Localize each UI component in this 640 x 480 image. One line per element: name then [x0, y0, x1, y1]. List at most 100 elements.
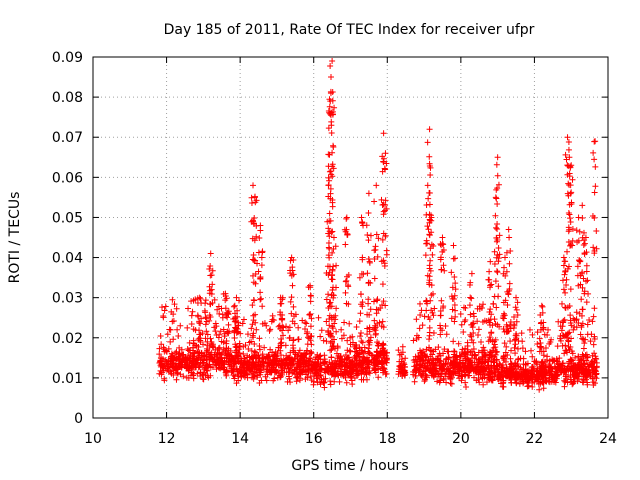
- data-point: [511, 321, 518, 328]
- data-point: [368, 359, 375, 366]
- data-point: [487, 349, 494, 356]
- data-point: [448, 315, 455, 322]
- data-point: [525, 382, 532, 389]
- data-point: [256, 346, 263, 353]
- data-point: [468, 364, 475, 371]
- data-point: [507, 355, 514, 362]
- data-point: [431, 305, 438, 312]
- data-point: [289, 282, 296, 289]
- data-point: [308, 292, 315, 299]
- data-point: [506, 280, 513, 287]
- data-point: [230, 355, 237, 362]
- data-point: [489, 322, 496, 329]
- data-point: [303, 320, 310, 327]
- data-point: [526, 326, 533, 333]
- data-point: [320, 337, 327, 344]
- data-point: [425, 357, 432, 364]
- data-point: [227, 347, 234, 354]
- data-point: [566, 211, 573, 218]
- data-point: [582, 234, 589, 241]
- data-point: [493, 186, 500, 193]
- data-point: [494, 237, 501, 244]
- data-point: [426, 332, 433, 339]
- data-point: [581, 340, 588, 347]
- data-point: [298, 364, 305, 371]
- data-point: [495, 283, 502, 290]
- data-point: [286, 368, 293, 375]
- data-point: [292, 311, 299, 318]
- data-point: [422, 371, 429, 378]
- data-point: [331, 104, 338, 111]
- data-point: [156, 351, 163, 358]
- data-point: [590, 341, 597, 348]
- data-point: [584, 369, 591, 376]
- data-point: [437, 358, 444, 365]
- data-point: [493, 268, 500, 275]
- data-point: [423, 346, 430, 353]
- data-point: [488, 330, 495, 337]
- data-point: [380, 130, 387, 137]
- data-point: [426, 265, 433, 272]
- data-point: [308, 350, 315, 357]
- data-point: [470, 339, 477, 346]
- data-point: [256, 380, 263, 387]
- data-point: [274, 374, 281, 381]
- data-point: [357, 333, 364, 340]
- data-point: [252, 280, 259, 287]
- data-point: [568, 189, 575, 196]
- x-axis-label: GPS time / hours: [291, 458, 408, 474]
- data-point: [365, 369, 372, 376]
- data-point: [333, 350, 340, 357]
- data-point: [590, 363, 597, 370]
- data-point: [591, 305, 598, 312]
- data-point: [470, 310, 477, 317]
- data-point: [354, 367, 361, 374]
- data-point: [277, 300, 284, 307]
- data-point: [312, 364, 319, 371]
- data-point: [589, 318, 596, 325]
- data-point: [371, 198, 378, 205]
- data-point: [563, 282, 570, 289]
- data-point: [337, 353, 344, 360]
- data-point: [442, 323, 449, 330]
- data-point: [592, 163, 599, 170]
- data-point: [308, 333, 315, 340]
- data-point: [514, 345, 521, 352]
- data-point: [329, 88, 336, 95]
- data-point: [574, 272, 581, 279]
- data-point: [568, 335, 575, 342]
- data-point: [330, 143, 337, 150]
- data-point: [358, 360, 365, 367]
- data-point: [396, 366, 403, 373]
- data-point: [512, 363, 519, 370]
- data-point: [536, 335, 543, 342]
- data-point: [566, 154, 573, 161]
- data-point: [253, 326, 260, 333]
- data-point: [567, 368, 574, 375]
- data-point: [255, 249, 262, 256]
- data-point: [583, 268, 590, 275]
- data-point: [364, 365, 371, 372]
- data-point: [580, 368, 587, 375]
- data-point: [591, 156, 598, 163]
- data-point: [365, 256, 372, 263]
- data-point: [573, 309, 580, 316]
- data-point: [492, 320, 499, 327]
- data-point: [166, 326, 173, 333]
- data-point: [286, 334, 293, 341]
- data-point: [197, 320, 204, 327]
- data-point: [559, 342, 566, 349]
- data-point: [344, 282, 351, 289]
- data-point: [382, 368, 389, 375]
- data-point: [331, 362, 338, 369]
- data-point: [207, 250, 214, 257]
- data-point: [501, 264, 508, 271]
- data-point: [567, 163, 574, 170]
- data-point: [582, 373, 589, 380]
- data-point: [414, 361, 421, 368]
- data-point: [460, 328, 467, 335]
- data-point: [323, 338, 330, 345]
- data-point: [576, 257, 583, 264]
- data-point: [201, 364, 208, 371]
- data-point: [310, 378, 317, 385]
